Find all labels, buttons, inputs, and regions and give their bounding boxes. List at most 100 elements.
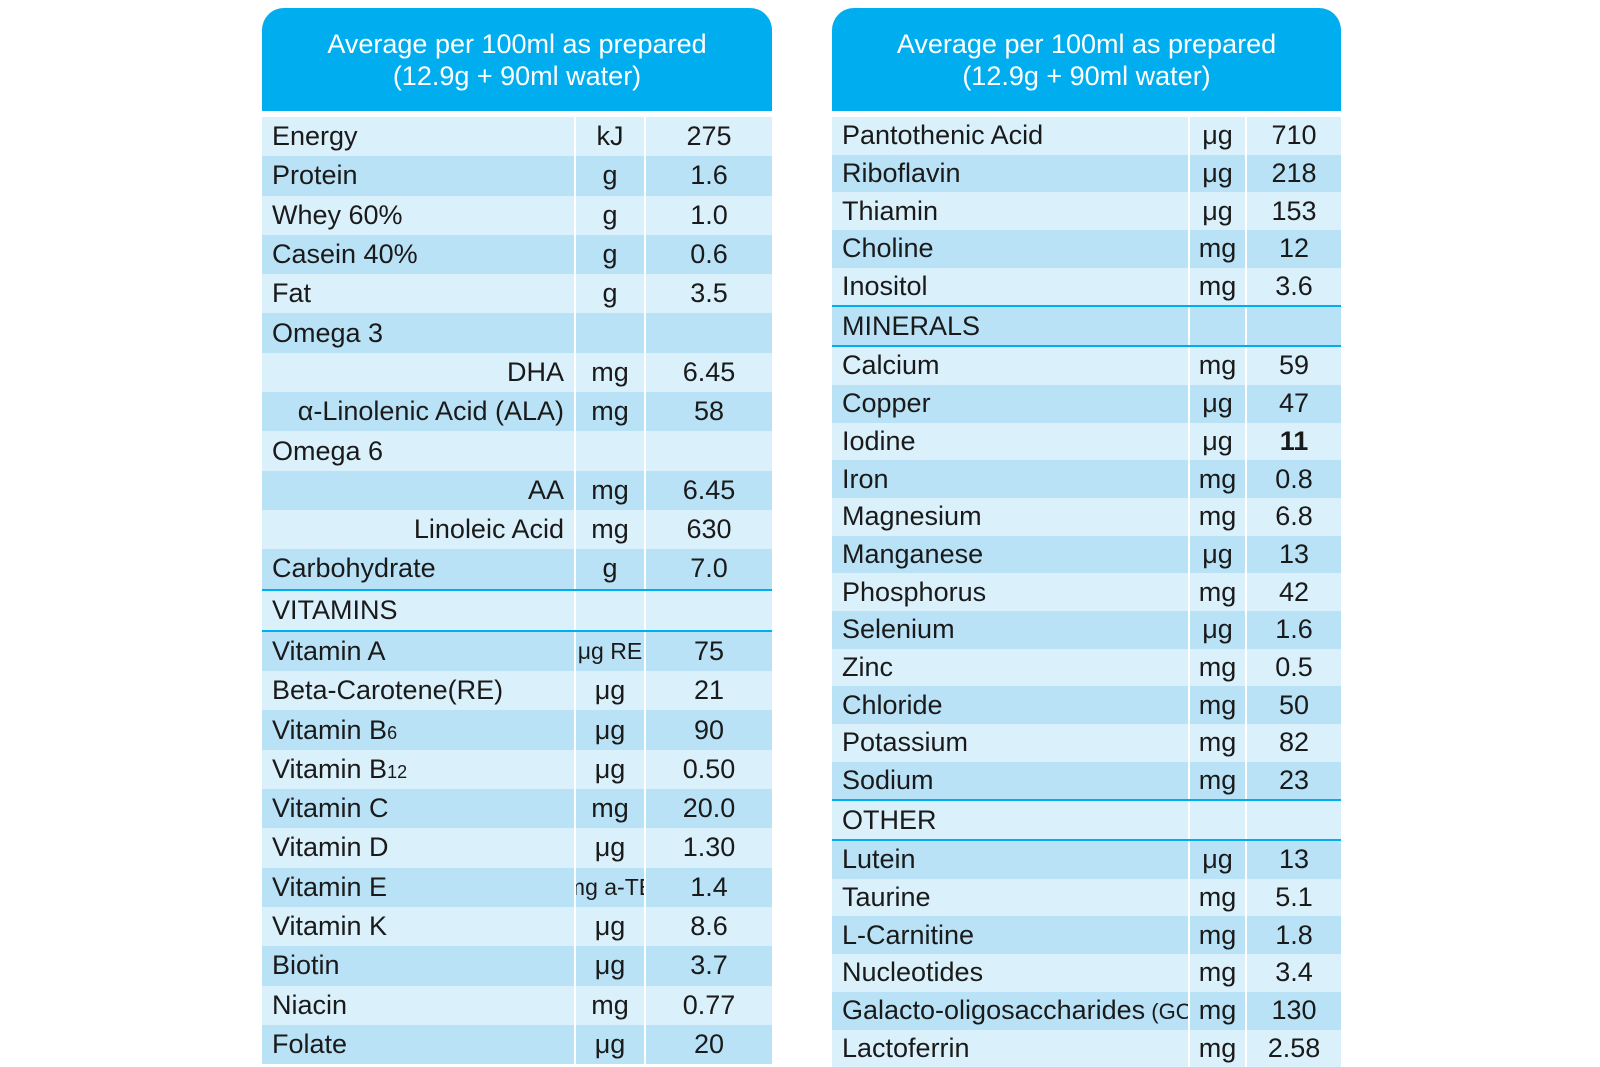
- header-line-2: (12.9g + 90ml water): [393, 60, 641, 92]
- nutrient-unit: mg: [574, 392, 646, 431]
- nutrient-name: Thiamin: [832, 196, 1188, 227]
- nutrient-value: 7.0: [646, 553, 772, 584]
- nutrient-unit: [574, 431, 646, 470]
- nutrient-name-text: Pantothenic Acid: [842, 120, 1043, 150]
- nutrient-name: Energy: [262, 121, 574, 152]
- nutrient-name-text: VITAMINS: [272, 595, 398, 625]
- nutrient-unit: mg: [1188, 724, 1247, 762]
- nutrient-value: 1.6: [1247, 614, 1341, 645]
- nutrient-unit: mg: [574, 510, 646, 549]
- nutrient-name-text: Beta-Carotene(RE): [272, 675, 503, 705]
- nutrient-unit: mg: [1188, 573, 1247, 611]
- nutrient-unit: μg: [574, 828, 646, 867]
- nutrient-unit: mg: [1188, 686, 1247, 724]
- nutrient-name-text: Folate: [272, 1029, 347, 1059]
- nutrient-name-text: Vitamin D: [272, 832, 389, 862]
- nutrient-name-text: OTHER: [842, 805, 937, 835]
- nutrient-name-text: Selenium: [842, 614, 955, 644]
- nutrient-value: 1.4: [646, 872, 772, 903]
- nutrient-name-text: α-Linolenic Acid (ALA): [298, 396, 564, 426]
- nutrient-name: Lactoferrin: [832, 1033, 1188, 1064]
- nutrient-unit: μg: [1188, 423, 1247, 461]
- nutrient-name-text: Carbohydrate: [272, 553, 436, 583]
- nutrient-name-text: Omega 3: [272, 318, 383, 348]
- nutrient-name: Nucleotides: [832, 957, 1188, 988]
- nutrient-value: 3.7: [646, 950, 772, 981]
- left-nutrition-table: Average per 100ml as prepared (12.9g + 9…: [262, 8, 772, 1064]
- nutrient-unit: g: [574, 274, 646, 313]
- table-row: Omega 3: [262, 313, 772, 352]
- nutrient-name: Phosphorus: [832, 577, 1188, 608]
- nutrient-value: 20.0: [646, 793, 772, 824]
- nutrient-name-text: Taurine: [842, 882, 931, 912]
- nutrient-unit: mg: [574, 986, 646, 1025]
- nutrient-value: 13: [1247, 844, 1341, 875]
- nutrient-name-text: Fat: [272, 278, 311, 308]
- right-nutrition-table: Average per 100ml as prepared (12.9g + 9…: [832, 8, 1341, 1067]
- nutrient-value: 1.0: [646, 200, 772, 231]
- nutrient-name: Inositol: [832, 271, 1188, 302]
- nutrient-unit: μg: [1188, 155, 1247, 193]
- nutrient-name: Vitamin C: [262, 793, 574, 824]
- nutrient-name: Protein: [262, 160, 574, 191]
- nutrient-name-text: DHA: [507, 357, 564, 387]
- nutrient-unit: μg: [574, 671, 646, 710]
- nutrient-value: 82: [1247, 727, 1341, 758]
- nutrient-value: 58: [646, 396, 772, 427]
- nutrient-name: Iodine: [832, 426, 1188, 457]
- nutrient-name-text: Linoleic Acid: [414, 514, 564, 544]
- nutrient-unit: μg: [574, 946, 646, 985]
- nutrient-name: L-Carnitine: [832, 920, 1188, 951]
- nutrient-name: Linoleic Acid: [262, 514, 574, 545]
- table-row: Omega 6: [262, 431, 772, 470]
- nutrient-unit: μg: [1188, 841, 1247, 879]
- nutrient-name-text: Vitamin B: [272, 715, 387, 745]
- nutrient-unit: mg: [1188, 954, 1247, 992]
- nutrient-unit: mg: [1188, 230, 1247, 268]
- nutrient-name-text: Casein 40%: [272, 239, 418, 269]
- nutrient-value: 11: [1247, 426, 1341, 457]
- nutrient-unit: mg: [1188, 879, 1247, 917]
- nutrient-name: Casein 40%: [262, 239, 574, 270]
- header-line-2: (12.9g + 90ml water): [962, 60, 1210, 92]
- nutrient-unit: [1188, 801, 1247, 839]
- nutrient-value: 218: [1247, 158, 1341, 189]
- nutrient-name: Vitamin K: [262, 911, 574, 942]
- nutrient-name-suffix: (GOS): [1145, 999, 1188, 1024]
- nutrient-unit: mg: [1188, 649, 1247, 687]
- nutrient-unit: mg: [574, 471, 646, 510]
- nutrient-unit: g: [574, 549, 646, 588]
- nutrient-name-text: Copper: [842, 388, 931, 418]
- nutrient-unit: mg: [1188, 916, 1247, 954]
- nutrient-name: Vitamin D: [262, 832, 574, 863]
- nutrient-name-text: Nucleotides: [842, 957, 983, 987]
- nutrient-value: 3.5: [646, 278, 772, 309]
- nutrient-name-subscript: 6: [387, 723, 397, 743]
